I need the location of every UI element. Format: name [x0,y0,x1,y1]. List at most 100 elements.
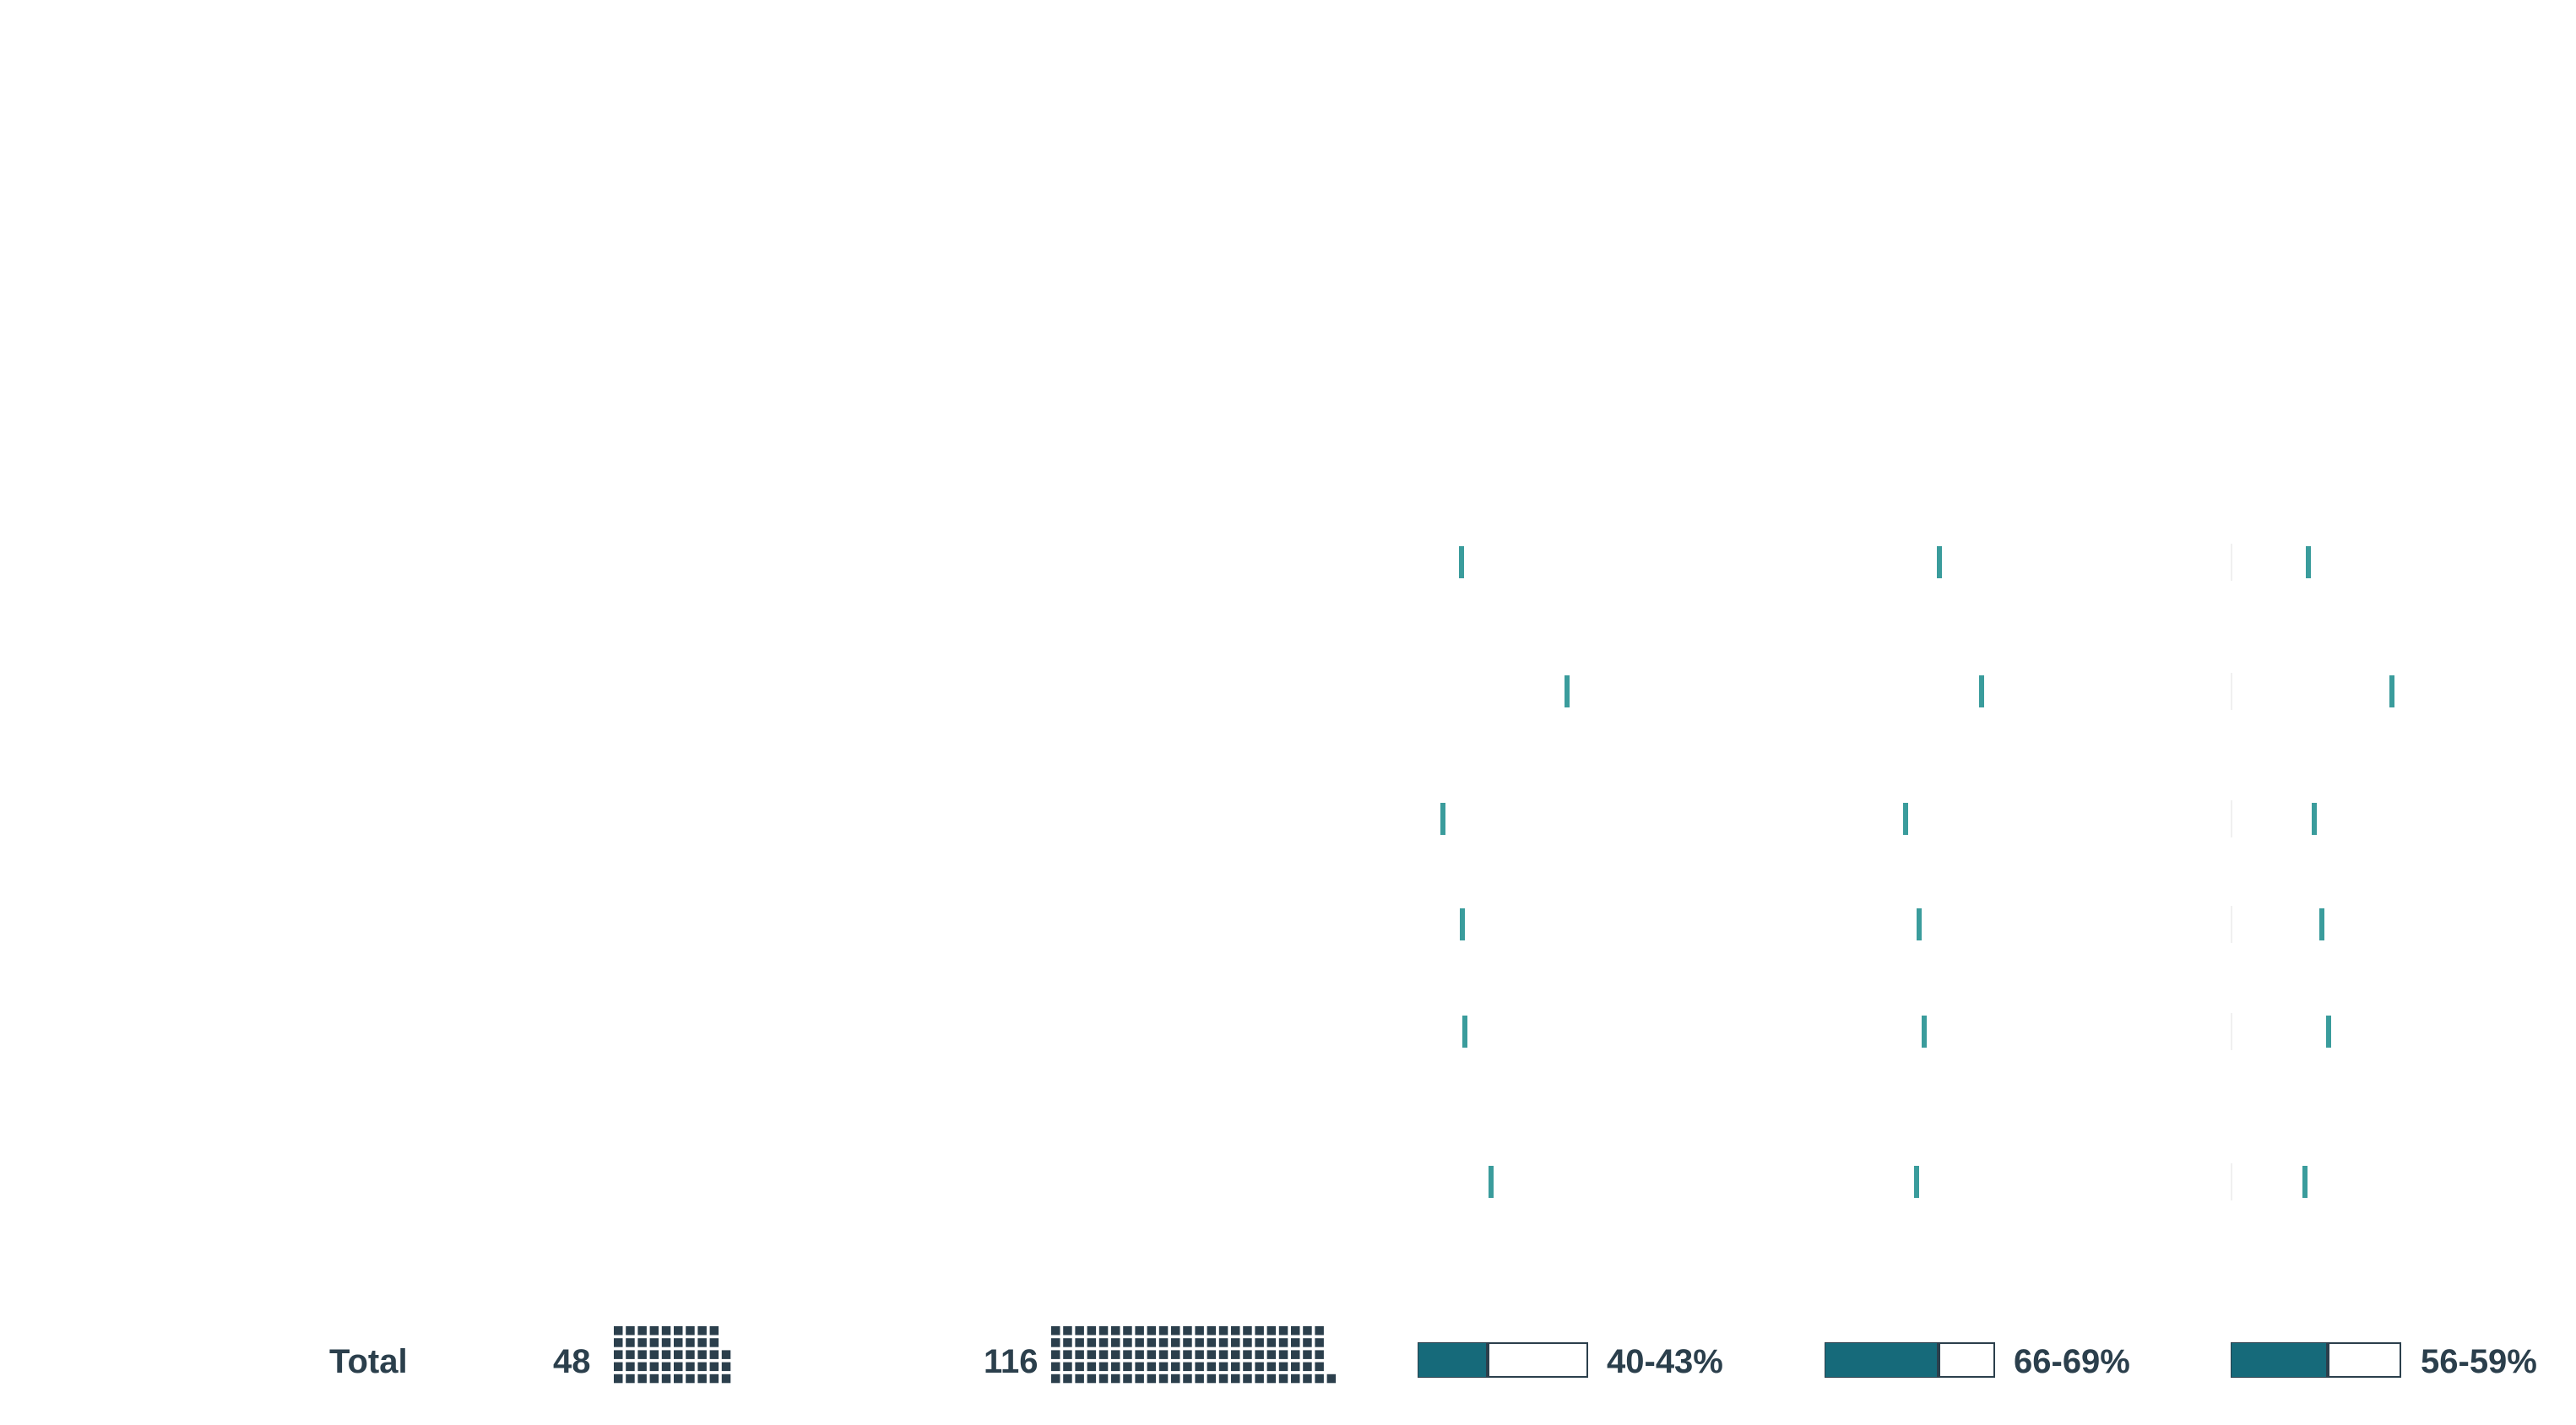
unit-square-a-23 [661,1350,671,1359]
tick-row3-col3 [2312,803,2317,835]
unit-square-a-5 [614,1326,623,1336]
unit-square-b-2 [1051,1362,1060,1372]
unit-square-a-39 [697,1338,707,1347]
unit-square-b-71 [1218,1374,1228,1384]
unit-square-b-65 [1195,1326,1204,1336]
unit-square-a-42 [709,1362,719,1372]
unit-square-b-48 [1158,1350,1169,1359]
unit-square-b-32 [1123,1362,1132,1372]
total-count-1: 48 [553,1343,591,1380]
unit-square-b-26 [1111,1374,1120,1384]
unit-square-b-1 [1051,1374,1060,1384]
unit-square-a-41 [709,1374,719,1384]
unit-square-b-111 [1315,1374,1324,1384]
total-bar-marker-3 [2326,1343,2329,1377]
unit-square-b-55 [1171,1326,1180,1336]
tick-row1-col3 [2306,546,2311,578]
unit-square-b-92 [1266,1362,1277,1372]
tick-row1-col1 [1459,546,1464,578]
tick-row6-col2 [1914,1166,1919,1198]
total-bar-label-1: 40-43% [1607,1343,1723,1380]
unit-square-b-30 [1111,1326,1120,1336]
unit-square-b-51 [1171,1374,1180,1384]
tick-row5-col1 [1462,1016,1467,1048]
unit-square-b-66 [1207,1374,1217,1384]
unit-square-a-27 [674,1362,683,1372]
tick-row3-col2 [1903,803,1908,835]
total-count-2: 116 [984,1343,1039,1380]
unit-square-a-7 [626,1362,635,1372]
unit-square-b-90 [1255,1326,1264,1336]
tick-row5-col2 [1922,1016,1927,1048]
unit-square-b-56 [1183,1374,1192,1384]
unit-square-b-60 [1183,1326,1192,1336]
total-bar-label-3: 56-59% [2421,1343,2537,1380]
unit-square-a-2 [614,1362,623,1372]
total-row: Total 48 116 40-43% 66-69% 56-59% [329,1326,2537,1384]
unit-square-a-13 [637,1350,647,1359]
unit-square-b-40 [1135,1326,1144,1336]
unit-square-b-85 [1243,1326,1252,1336]
unit-square-b-7 [1063,1362,1072,1372]
unit-square-b-97 [1278,1362,1288,1372]
unit-square-b-47 [1158,1362,1169,1372]
unit-square-b-87 [1255,1362,1264,1372]
total-bars [1418,1342,2401,1378]
unit-square-a-18 [649,1350,659,1359]
unit-square-a-17 [649,1362,659,1372]
unit-square-b-57 [1183,1362,1192,1372]
unit-square-b-68 [1207,1350,1217,1359]
unit-square-b-15 [1075,1326,1084,1336]
tick-row2-col3 [2389,675,2394,707]
unit-square-a-29 [674,1338,683,1347]
tick-row4-col3 [2319,908,2324,940]
unit-square-b-99 [1278,1338,1288,1347]
unit-square-b-91 [1266,1374,1277,1384]
unit-square-b-72 [1218,1362,1228,1372]
unit-square-b-49 [1158,1338,1169,1347]
unit-square-a-48 [721,1350,731,1359]
unit-square-b-43 [1147,1350,1157,1359]
unit-square-a-19 [649,1338,659,1347]
unit-square-b-35 [1123,1326,1132,1336]
total-bar-label-2: 66-69% [2014,1343,2130,1380]
unit-square-b-37 [1135,1362,1144,1372]
unit-square-b-75 [1218,1326,1228,1336]
unit-square-b-53 [1171,1350,1180,1359]
unit-square-a-12 [637,1362,647,1372]
tick-row3-col1 [1440,803,1445,835]
unit-square-b-41 [1147,1374,1157,1384]
unit-square-b-17 [1087,1362,1097,1372]
unit-square-a-37 [697,1362,707,1372]
unit-square-b-52 [1171,1362,1180,1372]
unit-square-a-1 [614,1374,623,1384]
unit-square-a-3 [614,1350,623,1359]
unit-square-b-25 [1098,1326,1109,1336]
unit-square-b-13 [1075,1350,1084,1359]
unit-square-b-3 [1051,1350,1060,1359]
unit-square-b-80 [1231,1326,1240,1336]
unit-square-b-21 [1098,1374,1109,1384]
unit-square-a-45 [709,1326,719,1336]
unit-square-b-18 [1087,1350,1097,1359]
unit-square-b-73 [1218,1350,1228,1359]
unit-square-b-94 [1266,1338,1277,1347]
unit-square-b-74 [1218,1338,1228,1347]
unit-square-b-102 [1291,1362,1300,1372]
unit-square-a-44 [709,1338,719,1347]
tick-row4-col2 [1917,908,1922,940]
unit-square-b-19 [1087,1338,1097,1347]
unit-square-b-76 [1231,1374,1240,1384]
unit-square-b-29 [1111,1338,1120,1347]
unit-square-b-106 [1303,1374,1312,1384]
unit-square-b-9 [1063,1338,1072,1347]
unit-square-a-4 [614,1338,623,1347]
unit-square-b-12 [1075,1362,1084,1372]
tick-row5-col3 [2326,1016,2331,1048]
unit-square-a-9 [626,1338,635,1347]
unit-square-b-39 [1135,1338,1144,1347]
tick-marks [1440,544,2394,1200]
unit-square-a-10 [626,1326,635,1336]
unit-square-b-79 [1231,1338,1240,1347]
